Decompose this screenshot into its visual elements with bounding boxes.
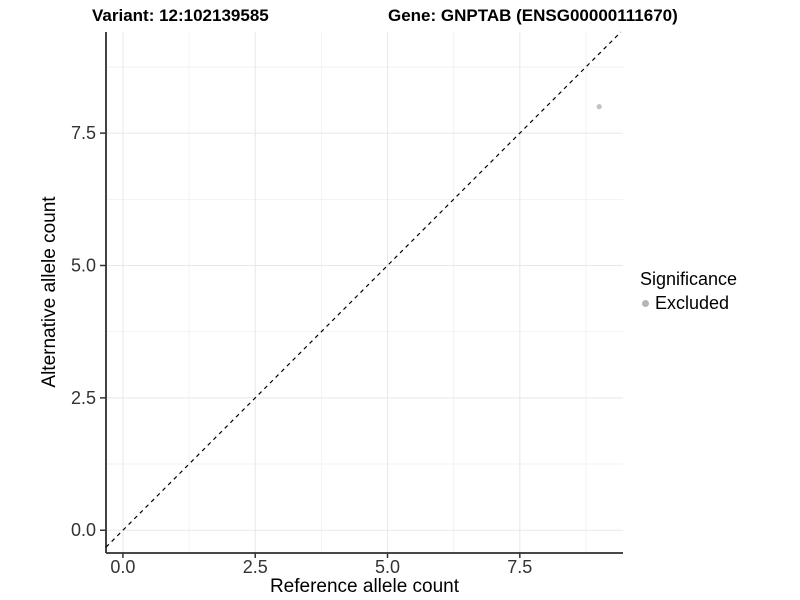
x-tick-label: 2.5 <box>243 557 268 577</box>
legend-item-label: Excluded <box>655 293 730 313</box>
data-point-excluded <box>596 104 602 110</box>
y-axis-title: Alternative allele count <box>39 196 60 388</box>
gene-title: Gene: GNPTAB (ENSG00000111670) <box>388 6 678 25</box>
legend-title: Significance <box>640 269 738 289</box>
y-tick-label: 0.0 <box>71 520 96 540</box>
y-tick-label: 5.0 <box>71 255 96 275</box>
x-tick-label: 5.0 <box>375 557 400 577</box>
x-tick-label: 7.5 <box>507 557 532 577</box>
y-tick-label: 2.5 <box>71 388 96 408</box>
variant-title: Variant: 12:102139585 <box>92 6 269 25</box>
y-tick-label: 7.5 <box>71 123 96 143</box>
identity-line <box>105 31 622 548</box>
legend-item-excluded: Excluded <box>640 293 737 314</box>
x-tick-label: 0.0 <box>110 557 135 577</box>
excluded-point-icon <box>642 300 649 307</box>
x-axis-title: Reference allele count <box>269 576 460 597</box>
legend: Significance Excluded <box>640 269 737 314</box>
